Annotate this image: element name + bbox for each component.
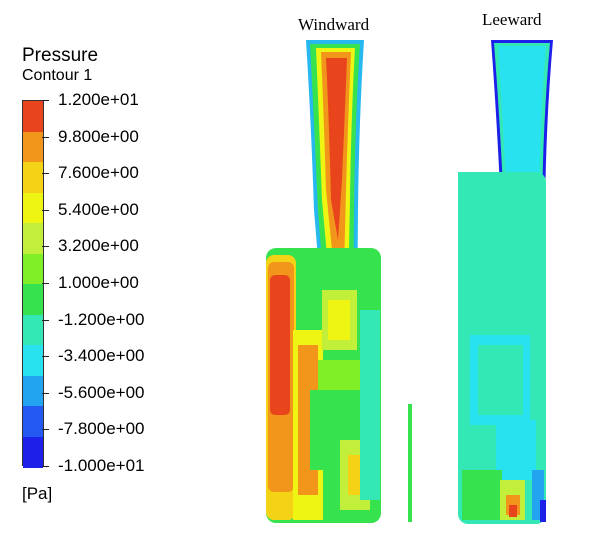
color-bar-tick-label: 1.000e+00 [58,273,139,292]
leeward-title: Leeward [482,10,542,29]
color-bar-tick [42,429,49,431]
color-bar-tick-label: 1.200e+01 [58,90,139,109]
color-bar-tick-label: 9.800e+00 [58,126,139,146]
color-bar-tick-label: -3.400e+00 [58,346,145,366]
windward-title: Windward [298,15,370,34]
color-swatch [23,253,43,285]
color-bar-tick [42,136,49,138]
color-bar-tick [42,246,49,248]
color-bar-tick-label: -1.200e+00 [58,309,145,329]
color-bar-tick [42,466,49,467]
color-swatch [23,162,43,193]
color-swatch [23,345,43,376]
color-bar-tick [42,319,49,321]
color-swatch [23,436,43,468]
legend-subtitle: Contour 1 [22,67,93,84]
color-bar-tick-label: -5.600e+00 [58,382,145,402]
color-bar-tick-label: 3.200e+00 [58,236,139,256]
color-swatch [23,192,43,224]
color-bar-tick [42,209,49,211]
color-bar-tick-label: -7.800e+00 [58,419,145,439]
windward-view [266,40,412,523]
color-swatch [23,406,43,437]
color-bar-tick [42,100,49,101]
color-bar-tick [42,173,49,175]
leeward-view [458,40,553,524]
color-swatch [23,284,43,315]
color-bar-tick-label: 7.600e+00 [58,163,139,183]
color-swatch [23,314,43,346]
color-swatch [23,375,43,407]
color-bar-tick [42,392,49,394]
color-swatch [23,131,43,163]
color-bar-tick-label: -1.000e+01 [58,456,145,475]
color-bar-tick-label: 5.400e+00 [58,199,139,219]
legend-units: [Pa] [22,484,53,503]
legend-title: Pressure [22,45,99,66]
color-swatch [23,101,43,132]
color-swatch [23,223,43,254]
color-bar-tick [42,356,49,358]
color-bar [22,100,44,468]
color-bar-tick [42,283,49,284]
